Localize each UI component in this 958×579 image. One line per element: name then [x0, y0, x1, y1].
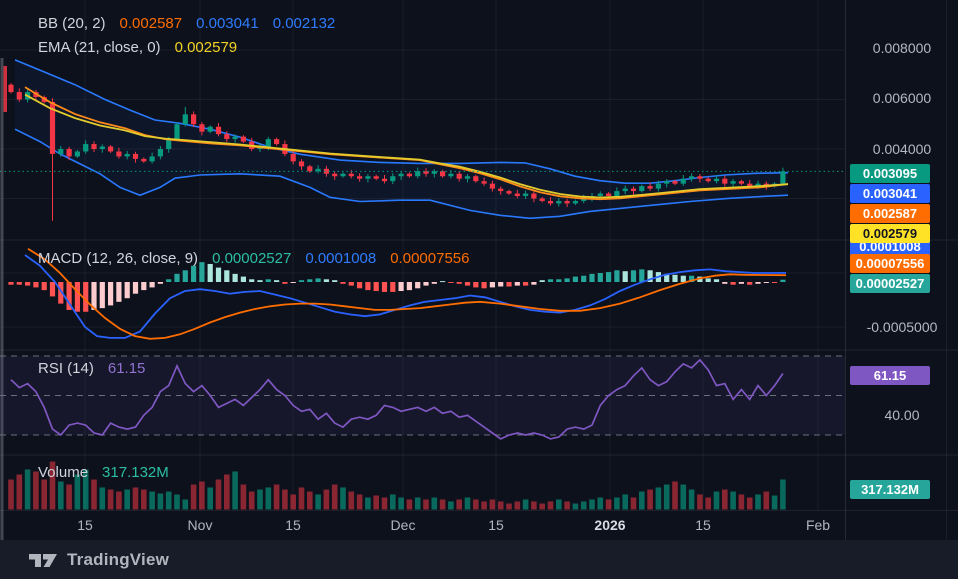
- rsi-pane: [0, 355, 845, 440]
- macd-signal-value: 0.00007556: [390, 250, 470, 267]
- volume-pane: [8, 461, 786, 510]
- footer-bar: TradingView: [0, 540, 958, 579]
- green-price-badge: 0.003095: [850, 164, 930, 183]
- bb-basis-value: 0.002587: [119, 15, 183, 32]
- rsi-legend[interactable]: RSI (14) 61.15: [38, 360, 145, 377]
- macd-pane: [8, 247, 787, 340]
- macd-legend[interactable]: MACD (12, 26, close, 9) 0.00002527 0.000…: [38, 250, 469, 267]
- bb-label: BB (20, 2): [38, 15, 106, 32]
- macd-line-value: 0.0001008: [305, 250, 377, 267]
- time-axis-label: 15: [285, 517, 301, 533]
- price-axis-tick: 0.004000: [872, 141, 932, 157]
- macd-hist-value: 0.00002527: [212, 250, 292, 267]
- time-axis-label: 15: [77, 517, 93, 533]
- orange-price-badge: 0.00007556: [850, 254, 930, 273]
- yellow-price-badge: 0.002579: [850, 224, 930, 243]
- time-axis-label: 2026: [594, 517, 626, 533]
- time-axis[interactable]: 15 Nov 15 Dec 15 2026 15 Feb: [0, 510, 958, 541]
- ema-legend[interactable]: EMA (21, close, 0) 0.002579: [38, 39, 237, 56]
- time-axis-label: Nov: [187, 517, 213, 533]
- teal-price-badge: 317.132M: [850, 480, 930, 499]
- time-axis-label: 15: [695, 517, 711, 533]
- price-axis-tick: 40.00: [884, 407, 920, 423]
- time-axis-label: Dec: [390, 517, 416, 533]
- bb-upper-value: 0.003041: [196, 15, 259, 32]
- rsi-label: RSI (14): [38, 360, 94, 377]
- bb-lower-value: 0.002132: [272, 15, 336, 32]
- chart-canvas[interactable]: [0, 0, 958, 540]
- price-axis[interactable]: 0.008000 0.006000 0.004000 -0.0005000 40.00 0…: [846, 0, 958, 540]
- time-axis-label: 15: [488, 517, 504, 533]
- macd-label: MACD (12, 26, close, 9): [38, 250, 199, 267]
- time-axis-label: Feb: [805, 517, 831, 533]
- volume-label: Volume: [38, 464, 89, 481]
- volume-value: 317.132M: [102, 464, 169, 481]
- price-axis-tick: 0.006000: [872, 90, 932, 106]
- ema-value: 0.002579: [174, 39, 238, 56]
- price-pane: [0, 58, 845, 540]
- volume-legend[interactable]: Volume 317.132M: [38, 464, 169, 481]
- purple-price-badge: 61.15: [850, 366, 930, 385]
- blue-price-badge: 0.003041: [850, 184, 930, 203]
- tradingview-brand-text[interactable]: TradingView: [67, 549, 170, 569]
- tradingview-logo-icon[interactable]: [28, 550, 58, 570]
- orange-price-badge: 0.002587: [850, 204, 930, 223]
- price-axis-tick: -0.0005000: [866, 319, 938, 335]
- grid: [0, 0, 958, 540]
- ema-label: EMA (21, close, 0): [38, 39, 161, 56]
- bb-legend[interactable]: BB (20, 2) 0.002587 0.003041 0.002132: [38, 15, 335, 32]
- rsi-value: 61.15: [107, 360, 146, 377]
- teal-price-badge: 0.00002527: [850, 274, 930, 293]
- price-axis-tick: 0.008000: [872, 40, 932, 56]
